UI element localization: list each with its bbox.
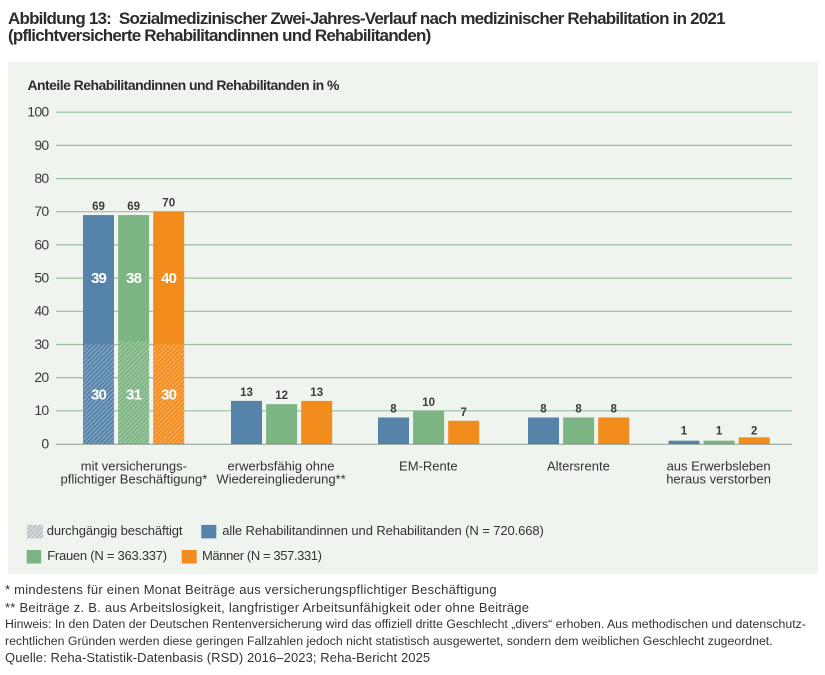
svg-text:7: 7 [460, 407, 466, 419]
svg-text:13: 13 [240, 387, 253, 399]
svg-text:1: 1 [681, 426, 688, 438]
svg-text:40: 40 [161, 270, 177, 287]
svg-text:69: 69 [92, 201, 105, 213]
svg-text:69: 69 [127, 201, 140, 213]
svg-text:10: 10 [34, 402, 49, 418]
svg-text:8: 8 [610, 404, 617, 416]
svg-text:pflichtiger Beschäftigung*: pflichtiger Beschäftigung* [61, 472, 208, 487]
svg-text:12: 12 [275, 390, 288, 402]
svg-text:80: 80 [34, 170, 49, 186]
svg-text:30: 30 [161, 386, 177, 403]
svg-text:90: 90 [34, 137, 49, 153]
svg-text:heraus verstorben: heraus verstorben [666, 472, 771, 487]
svg-text:60: 60 [34, 236, 49, 252]
svg-text:Wiedereingliederung**: Wiedereingliederung** [216, 472, 345, 487]
svg-text:Altersrente: Altersrente [547, 458, 610, 473]
svg-text:30: 30 [34, 336, 49, 352]
svg-text:38: 38 [126, 270, 142, 287]
svg-text:mit versicherungs-: mit versicherungs- [81, 458, 187, 473]
svg-text:8: 8 [575, 404, 582, 416]
svg-text:2: 2 [751, 426, 757, 438]
svg-text:70: 70 [34, 203, 49, 219]
svg-text:30: 30 [91, 386, 107, 403]
svg-text:erwerbsfähig ohne: erwerbsfähig ohne [228, 458, 335, 473]
svg-text:1: 1 [716, 426, 723, 438]
svg-text:aus Erwerbsleben: aus Erwerbsleben [667, 458, 771, 473]
svg-text:20: 20 [34, 369, 49, 385]
svg-text:39: 39 [91, 270, 107, 287]
svg-text:100: 100 [27, 104, 49, 120]
svg-text:8: 8 [390, 404, 397, 416]
svg-text:13: 13 [310, 387, 323, 399]
svg-text:0: 0 [41, 435, 49, 451]
svg-text:50: 50 [34, 270, 49, 286]
svg-text:31: 31 [126, 386, 142, 403]
svg-text:EM-Rente: EM-Rente [399, 458, 458, 473]
svg-text:70: 70 [162, 198, 175, 210]
svg-text:40: 40 [34, 303, 49, 319]
svg-text:10: 10 [422, 397, 435, 409]
svg-text:8: 8 [540, 404, 547, 416]
